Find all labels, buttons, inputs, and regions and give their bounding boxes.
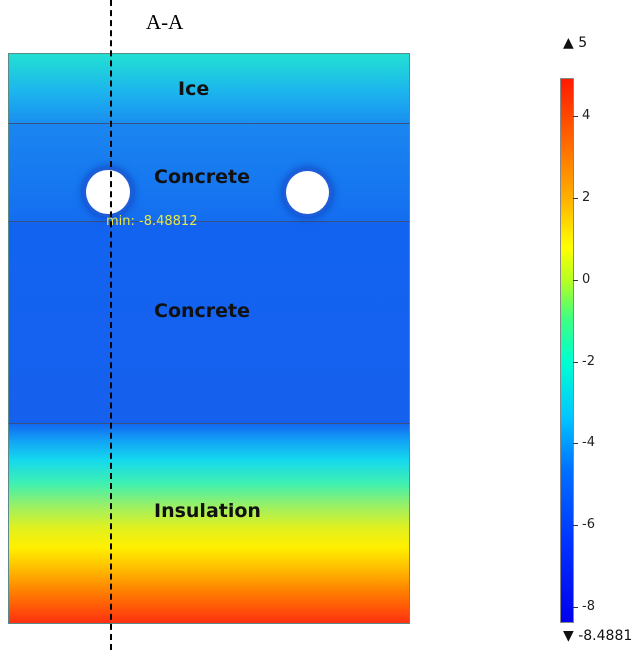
colorbar-max-label: ▲ 5 bbox=[563, 35, 588, 51]
colorbar-tick bbox=[573, 116, 578, 117]
colorbar-tick bbox=[573, 362, 578, 363]
colorbar-tick-label: 2 bbox=[582, 190, 591, 205]
min-annotation: min: -8.48812 bbox=[106, 214, 198, 229]
label-concrete-upper: Concrete bbox=[154, 166, 251, 188]
colorbar-min-label: ▼ -8.4881 bbox=[563, 628, 633, 644]
colorbar-tick bbox=[573, 525, 578, 526]
colorbar-tick-label: 4 bbox=[582, 108, 591, 123]
layer-concrete-lower bbox=[8, 221, 410, 424]
pipe-hole-right bbox=[286, 171, 329, 214]
label-insulation: Insulation bbox=[154, 500, 261, 522]
layer-ice bbox=[8, 53, 410, 124]
colorbar-tick-label: -4 bbox=[582, 435, 595, 450]
section-cut-line bbox=[110, 0, 112, 650]
colorbar-tick-label: -2 bbox=[582, 354, 595, 369]
label-ice: Ice bbox=[178, 78, 210, 100]
colorbar-tick bbox=[573, 607, 578, 608]
colorbar-tick-label: -6 bbox=[582, 517, 595, 532]
colorbar-tick-label: -8 bbox=[582, 599, 595, 614]
section-title: A-A bbox=[146, 10, 184, 34]
label-concrete-lower: Concrete bbox=[154, 300, 251, 322]
colorbar-tick bbox=[573, 443, 578, 444]
colorbar-tick bbox=[573, 198, 578, 199]
colorbar-tick bbox=[573, 280, 578, 281]
layer-insulation bbox=[8, 423, 410, 624]
pipe-hole-left bbox=[86, 170, 130, 214]
colorbar bbox=[560, 78, 574, 623]
layer-concrete-upper bbox=[8, 123, 410, 222]
colorbar-tick-label: 0 bbox=[582, 272, 591, 287]
